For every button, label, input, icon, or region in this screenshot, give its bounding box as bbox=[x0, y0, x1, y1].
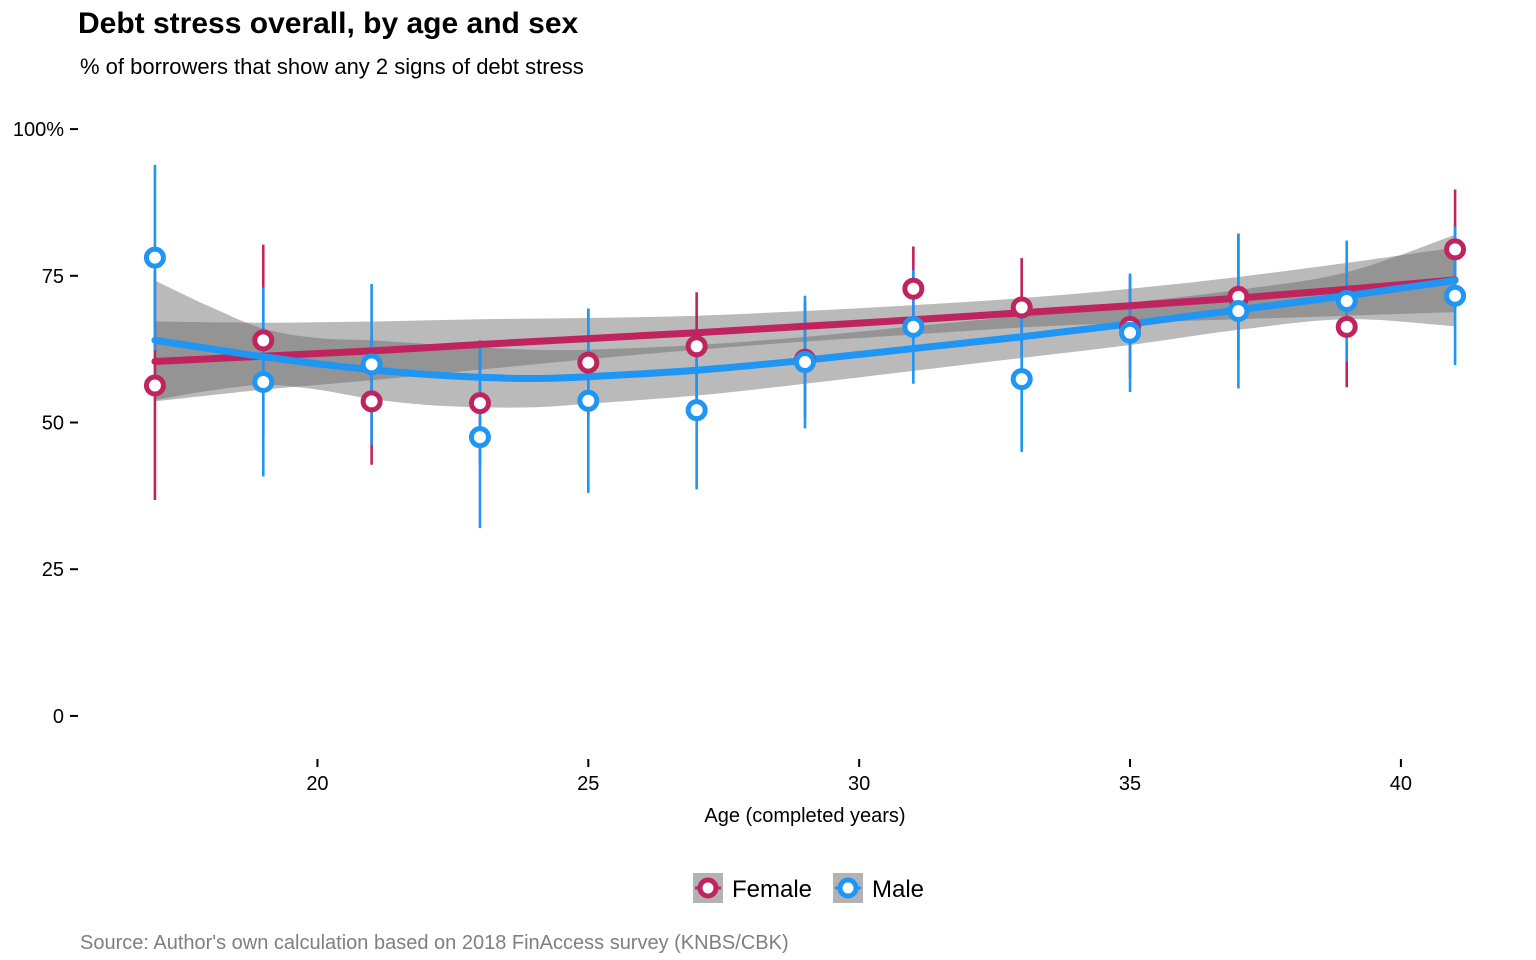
y-tick-label: 25 bbox=[42, 559, 64, 581]
legend-item-male: Male bbox=[833, 873, 924, 903]
point-male bbox=[1444, 284, 1467, 307]
data-points bbox=[143, 238, 1467, 449]
point-female bbox=[360, 390, 383, 413]
y-axis: 0 25 50 75 100% bbox=[13, 119, 78, 728]
point-female bbox=[252, 329, 275, 352]
x-tick-label: 30 bbox=[848, 773, 870, 795]
point-male bbox=[685, 399, 708, 422]
point-male bbox=[902, 315, 925, 338]
x-tick-label: 40 bbox=[1390, 773, 1412, 795]
point-female bbox=[1010, 296, 1033, 319]
y-tick-label: 50 bbox=[42, 413, 64, 435]
y-tick-label: 0 bbox=[53, 706, 64, 728]
point-male bbox=[252, 371, 275, 394]
chart-subtitle: % of borrowers that show any 2 signs of … bbox=[80, 54, 584, 79]
point-male bbox=[1335, 290, 1358, 313]
point-female bbox=[468, 392, 491, 415]
legend-item-female: Female bbox=[693, 873, 812, 903]
x-tick-label: 25 bbox=[577, 773, 599, 795]
point-male bbox=[468, 426, 491, 449]
x-axis-title: Age (completed years) bbox=[704, 805, 905, 827]
point-female bbox=[1444, 238, 1467, 261]
point-male bbox=[577, 389, 600, 412]
x-tick-label: 20 bbox=[306, 773, 328, 795]
chart-title: Debt stress overall, by age and sex bbox=[78, 7, 579, 40]
legend-key-marker bbox=[837, 877, 859, 899]
point-female bbox=[577, 351, 600, 374]
legend-label: Male bbox=[872, 876, 924, 903]
point-female bbox=[902, 277, 925, 300]
chart-caption: Source: Author's own calculation based o… bbox=[80, 932, 789, 954]
point-male bbox=[794, 351, 816, 374]
legend-label: Female bbox=[732, 876, 812, 903]
point-female bbox=[143, 374, 166, 397]
point-female bbox=[685, 335, 708, 358]
smooth-line-male bbox=[151, 276, 1459, 382]
y-tick-label: 75 bbox=[42, 266, 64, 288]
point-male bbox=[143, 246, 166, 269]
point-female bbox=[1335, 315, 1358, 338]
point-male bbox=[1227, 300, 1250, 322]
point-male bbox=[1010, 368, 1033, 391]
x-axis: 20 25 30 35 40 bbox=[306, 759, 1412, 795]
y-tick-label: 100% bbox=[13, 119, 64, 141]
point-male bbox=[360, 353, 383, 376]
point-male bbox=[1119, 321, 1142, 344]
x-tick-label: 35 bbox=[1119, 773, 1141, 795]
legend: Female Male bbox=[693, 873, 924, 903]
legend-key-marker bbox=[697, 877, 719, 899]
